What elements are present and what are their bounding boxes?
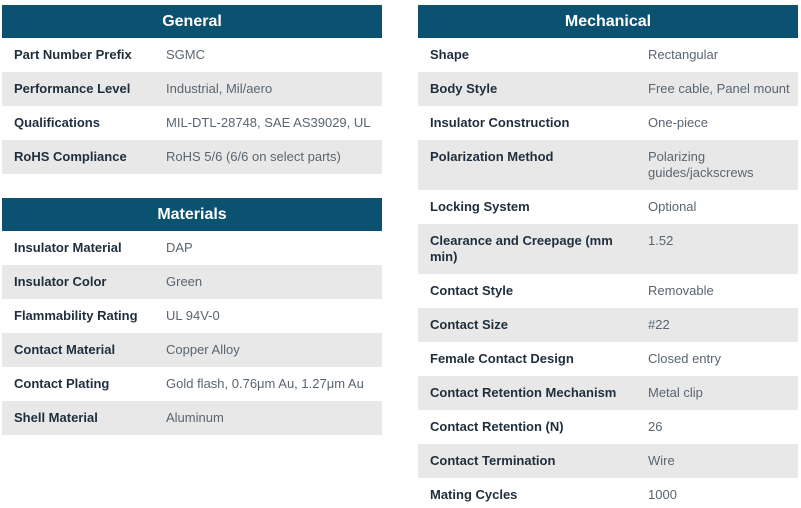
spec-label-cell: Part Number Prefix	[14, 47, 132, 62]
spec-value-cell: 1.52	[648, 233, 674, 248]
table-header-row: Mechanical	[418, 5, 798, 38]
mechanical-table-header: Mechanical	[418, 5, 798, 38]
spec-row: Contact Retention Mechanism Metal clip	[418, 376, 798, 410]
spec-value-cell: UL 94V-0	[166, 308, 220, 323]
table-header-row: General	[2, 5, 382, 38]
spec-row: Insulator Color Green	[2, 265, 382, 299]
spec-row: Part Number Prefix SGMC	[2, 38, 382, 72]
general-table-header: General	[2, 5, 382, 38]
spec-label-cell: Polarization Method	[430, 149, 554, 164]
spec-value-cell: Rectangular	[648, 47, 719, 62]
spec-row: RoHS Compliance RoHS 5/6 (6/6 on select p…	[2, 140, 382, 174]
spec-row: Contact Size #22	[418, 308, 798, 342]
spec-label-cell: Performance Level	[14, 81, 131, 96]
materials-table-header: Materials	[2, 198, 382, 231]
spec-value-cell: Closed entry	[648, 351, 721, 366]
general-table-body: Part Number Prefix SGMC Performance Level I…	[2, 38, 382, 174]
spec-row: Contact Termination Wire	[418, 444, 798, 478]
spec-label-cell: Contact Plating	[14, 376, 110, 391]
spec-row: Polarization Method Polarizing guides/jac…	[418, 140, 798, 190]
spec-label-cell: Insulator Construction	[430, 115, 570, 130]
mechanical-table-body: Shape Rectangular Body Style Free cable, Pa…	[418, 38, 798, 508]
spec-label-cell: Insulator Color	[14, 274, 107, 289]
spec-label-cell: Mating Cycles	[430, 487, 518, 502]
spec-row: Locking System Optional	[418, 190, 798, 224]
spec-label-cell: Contact Termination	[430, 453, 556, 468]
spec-row: Contact Material Copper Alloy	[2, 333, 382, 367]
spec-value-cell: MIL-DTL-28748, SAE AS39029, UL	[166, 115, 371, 130]
spec-value-cell: Optional	[648, 199, 697, 214]
spec-row: Clearance and Creepage (mm min) 1.52	[418, 224, 798, 274]
spec-label-cell: RoHS Compliance	[14, 149, 127, 164]
spec-value-cell: Aluminum	[166, 410, 224, 425]
spec-label-cell: Flammability Rating	[14, 308, 138, 323]
spec-label-cell: Clearance and Creepage (mm min)	[430, 233, 613, 264]
spec-label-cell: Shell Material	[14, 410, 98, 425]
spec-label-cell: Locking System	[430, 199, 530, 214]
general-table: General Part Number Prefix SGMC Performanc…	[2, 5, 382, 174]
spec-row: Performance Level Industrial, Mil/aero	[2, 72, 382, 106]
spec-value-cell: SGMC	[166, 47, 205, 62]
general-table-title: General	[2, 5, 382, 38]
materials-table-title: Materials	[2, 198, 382, 231]
spec-value-cell: Removable	[648, 283, 714, 298]
spec-value-cell: Gold flash, 0.76μm Au, 1.27μm Au	[166, 376, 364, 391]
right-column: Mechanical Shape Rectangular Body Style Fre…	[418, 5, 798, 508]
spec-row: Shape Rectangular	[418, 38, 798, 72]
spec-value-cell: #22	[648, 317, 670, 332]
spec-row: Shell Material Aluminum	[2, 401, 382, 435]
mechanical-table-title: Mechanical	[418, 5, 798, 38]
spec-label-cell: Contact Retention Mechanism	[430, 385, 617, 400]
spec-label-cell: Shape	[430, 47, 470, 62]
spec-value-cell: Polarizing guides/jackscrews	[648, 149, 754, 180]
spec-value-cell: Wire	[648, 453, 675, 468]
spec-label-cell: Female Contact Design	[430, 351, 574, 366]
spec-row: Flammability Rating UL 94V-0	[2, 299, 382, 333]
spec-value-cell: 1000	[648, 487, 677, 502]
spec-value-cell: 26	[648, 419, 663, 434]
left-column: General Part Number Prefix SGMC Performanc…	[2, 5, 382, 435]
spec-row: Qualifications MIL-DTL-28748, SAE AS39029…	[2, 106, 382, 140]
spec-row: Insulator Construction One-piece	[418, 106, 798, 140]
spec-label-cell: Contact Style	[430, 283, 514, 298]
spec-value-cell: One-piece	[648, 115, 708, 130]
spec-row: Female Contact Design Closed entry	[418, 342, 798, 376]
spec-value-cell: Free cable, Panel mount	[648, 81, 790, 96]
materials-table: Materials Insulator Material DAP Insulator…	[2, 198, 382, 435]
spec-value-cell: DAP	[166, 240, 193, 255]
spec-label-cell: Contact Material	[14, 342, 116, 357]
spec-row: Insulator Material DAP	[2, 231, 382, 265]
spec-row: Body Style Free cable, Panel mount	[418, 72, 798, 106]
spec-value-cell: Metal clip	[648, 385, 703, 400]
spec-label-cell: Qualifications	[14, 115, 100, 130]
materials-table-body: Insulator Material DAP Insulator Color Gree…	[2, 231, 382, 435]
spec-label-cell: Contact Size	[430, 317, 509, 332]
spec-label-cell: Body Style	[430, 81, 498, 96]
spec-value-cell: Green	[166, 274, 203, 289]
spec-row: Contact Retention (N) 26	[418, 410, 798, 444]
spec-row: Contact Plating Gold flash, 0.76μm Au, 1.…	[2, 367, 382, 401]
spec-row: Mating Cycles 1000	[418, 478, 798, 508]
mechanical-table: Mechanical Shape Rectangular Body Style Fre…	[418, 5, 798, 508]
table-header-row: Materials	[2, 198, 382, 231]
spec-label-cell: Insulator Material	[14, 240, 122, 255]
spec-value-cell: Copper Alloy	[166, 342, 240, 357]
spec-label-cell: Contact Retention (N)	[430, 419, 564, 434]
spec-value-cell: Industrial, Mil/aero	[166, 81, 273, 96]
spec-row: Contact Style Removable	[418, 274, 798, 308]
spec-value-cell: RoHS 5/6 (6/6 on select parts)	[166, 149, 341, 164]
